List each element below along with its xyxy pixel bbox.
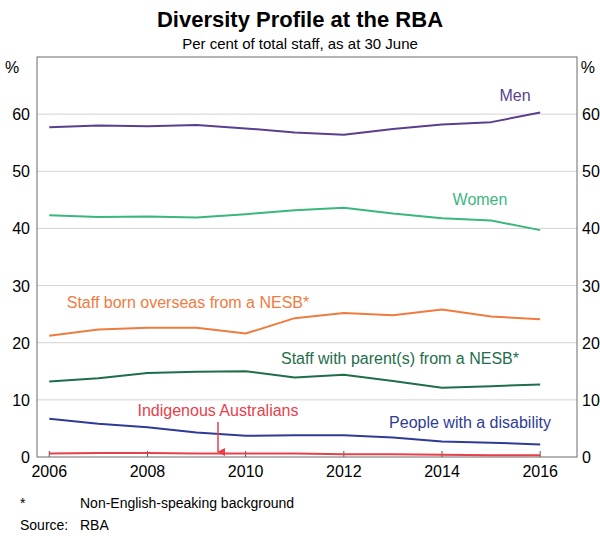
y2-tick-label: 60 — [582, 106, 600, 123]
series-label: People with a disability — [389, 414, 551, 431]
y-unit: % — [5, 59, 19, 76]
y-tick-label: 40 — [12, 220, 30, 237]
series-label: Staff with parent(s) from a NESB* — [281, 350, 519, 367]
y-tick-label: 30 — [12, 278, 30, 295]
series-line — [49, 453, 540, 455]
series-line — [49, 112, 540, 134]
y2-unit: % — [581, 59, 595, 76]
series-label: Indigenous Australians — [138, 402, 299, 419]
grid-line — [37, 114, 577, 115]
series-line — [49, 310, 540, 336]
y-tick-label: 10 — [12, 392, 30, 409]
title: Diversity Profile at the RBA — [157, 7, 443, 32]
subtitle: Per cent of total staff, as at 30 June — [182, 35, 418, 52]
series-line — [49, 208, 540, 230]
grid-line — [37, 171, 577, 172]
x-tick-label: 2014 — [424, 463, 460, 480]
y-tick-label: 60 — [12, 106, 30, 123]
x-tick-label: 2010 — [228, 463, 264, 480]
x-tick-label: 2016 — [522, 463, 558, 480]
y2-tick-label: 20 — [582, 335, 600, 352]
grid-line — [37, 399, 577, 400]
grid-line — [37, 342, 577, 343]
y-tick-label: 20 — [12, 335, 30, 352]
y2-tick-label: 0 — [582, 449, 591, 466]
x-tick-label: 2008 — [130, 463, 166, 480]
plot-frame — [37, 57, 577, 457]
grid-line — [37, 285, 577, 286]
note-marker: Source: — [20, 517, 68, 533]
y2-tick-label: 40 — [582, 220, 600, 237]
y-tick-label: 50 — [12, 163, 30, 180]
y2-tick-label: 10 — [582, 392, 600, 409]
chart: Diversity Profile at the RBA Per cent of … — [0, 0, 600, 536]
series-label: Staff born overseas from a NESB* — [67, 294, 309, 311]
series-label: Men — [499, 87, 530, 104]
arrow — [217, 422, 219, 452]
y2-tick-label: 50 — [582, 163, 600, 180]
series-line — [49, 371, 540, 388]
y-tick-label: 0 — [21, 449, 30, 466]
y2-tick-label: 30 — [582, 278, 600, 295]
series-group — [49, 112, 540, 455]
note-text: RBA — [80, 517, 109, 533]
note-marker: * — [20, 495, 26, 511]
x-tick-label: 2006 — [31, 463, 67, 480]
series-label: Women — [453, 191, 508, 208]
x-tick-label: 2012 — [326, 463, 362, 480]
note-text: Non-English-speaking background — [80, 495, 294, 511]
grid-line — [37, 228, 577, 229]
